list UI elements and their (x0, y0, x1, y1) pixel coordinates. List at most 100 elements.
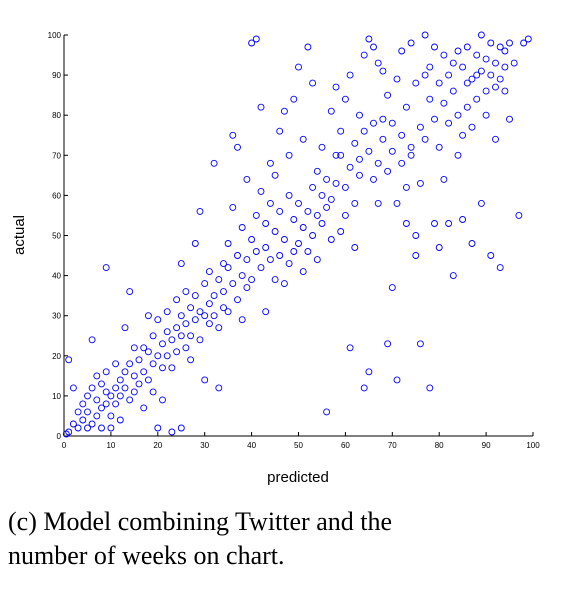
scatter-point (88, 420, 96, 428)
scatter-point (468, 75, 476, 83)
scatter-point (515, 211, 523, 219)
scatter-point (351, 139, 359, 147)
scatter-point (332, 151, 340, 159)
scatter-point (163, 352, 171, 360)
scatter-point (149, 388, 157, 396)
scatter-point (257, 264, 265, 272)
scatter-point (487, 252, 495, 259)
scatter-point (506, 115, 513, 123)
scatter-point (116, 416, 124, 424)
scatter-point (459, 131, 467, 139)
scatter-point (238, 316, 246, 324)
scatter-point (168, 364, 176, 372)
scatter-point (309, 232, 317, 239)
scatter-point (356, 171, 363, 179)
axis-ticks: 0 10 20 30 40 50 60 70 80 90 100 0 10 20 30 40 50 60 70 80 9… (48, 31, 541, 450)
scatter-point (271, 276, 279, 284)
scatter-point (327, 195, 335, 203)
scatter-point (454, 151, 462, 159)
scatter-point (243, 175, 251, 183)
scatter-point (196, 308, 204, 316)
scatter-point (69, 384, 77, 392)
scatter-point (234, 296, 241, 304)
scatter-point (435, 244, 443, 251)
scatter-point (379, 135, 387, 143)
scatter-point (93, 372, 101, 380)
scatter-point (173, 296, 181, 304)
scatter-point (238, 224, 246, 231)
scatter-point (276, 252, 284, 259)
scatter-point (168, 428, 176, 436)
scatter-point (520, 39, 528, 47)
scatter-point (290, 216, 298, 223)
scatter-point (337, 127, 345, 135)
scatter-point (266, 199, 274, 207)
x-tick-label: 20 (153, 441, 162, 450)
scatter-point (177, 312, 185, 320)
scatter-point (506, 39, 513, 47)
scatter-point (370, 43, 377, 51)
scatter-point (154, 352, 162, 360)
scatter-point (93, 396, 101, 404)
scatter-point (130, 372, 138, 380)
scatter-point (205, 300, 213, 308)
scatter-point (196, 336, 204, 344)
scatter-point (337, 151, 345, 159)
scatter-point (468, 123, 476, 131)
scatter-point (102, 400, 110, 408)
y-tick-label: 90 (52, 71, 61, 80)
scatter-point (426, 384, 434, 392)
scatter-point (463, 103, 471, 111)
scatter-point (318, 143, 326, 151)
scatter-point (449, 59, 457, 67)
y-tick-label: 60 (52, 191, 61, 200)
scatter-point (482, 87, 490, 95)
scatter-point (384, 167, 392, 175)
scatter-point (257, 187, 265, 195)
scatter-point (112, 384, 120, 392)
scatter-point (135, 380, 143, 388)
scatter-point (449, 87, 457, 95)
scatter-point (398, 131, 406, 139)
scatter-point (473, 95, 481, 103)
scatter-point (280, 236, 288, 243)
scatter-point (323, 203, 331, 211)
scatter-point (224, 264, 232, 272)
scatter-point (407, 143, 415, 151)
scatter-point (356, 111, 363, 119)
scatter-point (159, 396, 166, 404)
scatter-point (449, 272, 457, 280)
scatter-point (262, 244, 270, 251)
y-tick-label: 10 (52, 392, 61, 401)
scatter-point (187, 332, 195, 340)
scatter-point (473, 51, 481, 59)
scatter-point (388, 119, 396, 127)
scatter-point (313, 256, 321, 264)
scatter-point (266, 256, 274, 264)
scatter-point (215, 276, 223, 284)
scatter-point (243, 256, 251, 264)
scatter-point (248, 236, 256, 243)
scatter-point (98, 424, 105, 432)
scatter-point (248, 276, 256, 284)
scatter-point (163, 308, 171, 316)
scatter-point (351, 244, 359, 251)
scatter-point (177, 260, 185, 268)
scatter-point (173, 324, 181, 332)
scatter-point (121, 384, 129, 392)
scatter-point (191, 292, 199, 300)
scatter-point (459, 63, 467, 71)
scatter-point (238, 272, 246, 280)
scatter-point (126, 360, 134, 368)
y-tick-label: 20 (52, 352, 61, 361)
scatter-point (234, 143, 241, 151)
scatter-point (487, 39, 495, 47)
x-tick-label: 90 (482, 441, 491, 450)
scatter-point (402, 103, 410, 111)
scatter-point (431, 220, 438, 227)
scatter-point (144, 312, 152, 320)
scatter-point (477, 31, 485, 39)
scatter-point (191, 316, 199, 324)
scatter-point (220, 304, 227, 312)
scatter-plot: 0 10 20 30 40 50 60 70 80 90 100 0 10 20 30 40 50 60 70 80 9… (11, 31, 541, 486)
